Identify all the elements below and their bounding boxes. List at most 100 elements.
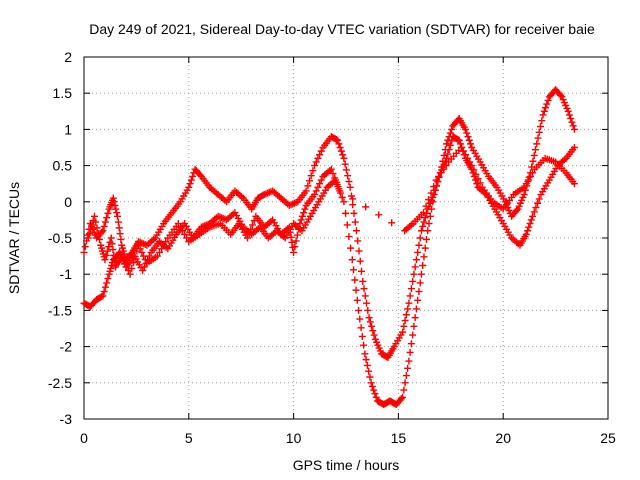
track-c-point xyxy=(138,248,146,256)
track-c-point xyxy=(131,253,139,261)
track-b-point xyxy=(360,341,368,349)
track-c-point xyxy=(362,203,370,211)
track-b-point xyxy=(416,279,424,287)
plot-frame xyxy=(83,56,609,420)
track-c-point xyxy=(329,170,337,178)
track-a-point xyxy=(564,107,572,115)
track-b-point xyxy=(530,208,538,216)
track-b-point xyxy=(358,332,366,340)
track-b-point xyxy=(362,356,370,364)
track-a-point xyxy=(361,292,369,300)
track-c-point xyxy=(162,238,170,246)
track-a-point xyxy=(467,140,475,148)
track-c-point xyxy=(119,256,127,264)
track-a-point xyxy=(410,270,418,278)
track-c-point xyxy=(336,187,344,195)
track-a-point xyxy=(345,178,353,186)
track-a-point xyxy=(401,317,409,325)
track-c-point xyxy=(457,144,465,151)
track-c-point xyxy=(437,169,445,177)
track-a-point xyxy=(111,201,119,209)
track-b-point xyxy=(400,386,408,394)
y-tick-label: -2.5 xyxy=(48,375,72,391)
track-a-point xyxy=(101,218,109,226)
track-b-point xyxy=(422,235,430,243)
track-a-point xyxy=(317,147,325,155)
track-c-point xyxy=(425,196,433,204)
track-b-point xyxy=(404,364,412,372)
track-b-point xyxy=(429,198,437,206)
track-c-point xyxy=(317,176,325,184)
track-c-point xyxy=(314,183,322,191)
track-c-point xyxy=(332,178,340,186)
y-tick-label: 1 xyxy=(64,121,72,137)
track-a-point xyxy=(411,263,419,271)
track-a-point xyxy=(116,230,124,238)
track-c-point xyxy=(570,180,578,188)
track-a-point xyxy=(416,234,424,242)
track-c-point xyxy=(243,234,251,242)
track-a-point xyxy=(368,322,376,330)
track-b-point xyxy=(368,382,376,390)
track-c-point xyxy=(121,259,129,267)
track-b-point xyxy=(406,348,414,356)
track-c-point xyxy=(293,231,301,239)
track-a-point xyxy=(400,322,408,330)
y-tick-label: 0 xyxy=(64,194,72,210)
track-b-point xyxy=(350,266,358,274)
track-a-point xyxy=(187,176,195,184)
track-c-point xyxy=(468,162,476,170)
track-a-point xyxy=(339,151,347,159)
track-c-point xyxy=(136,245,144,253)
x-tick-label: 5 xyxy=(185,430,193,446)
track-c-point xyxy=(158,245,166,253)
track-a-point xyxy=(304,182,312,190)
track-c-point xyxy=(422,202,430,210)
track-b-point xyxy=(420,253,428,261)
track-c-point xyxy=(129,259,137,267)
track-b-point xyxy=(424,227,432,235)
track-a-point xyxy=(421,214,429,222)
track-b-point xyxy=(527,216,535,224)
track-b-point xyxy=(473,180,481,188)
track-a-point xyxy=(409,277,417,285)
track-b-point xyxy=(448,137,456,145)
track-c-point xyxy=(94,230,102,238)
track-c-point xyxy=(110,251,118,259)
track-b-point xyxy=(526,220,534,228)
track-a-point xyxy=(415,241,423,249)
track-a-point xyxy=(117,235,125,243)
track-b-point xyxy=(345,233,353,241)
track-c-point xyxy=(285,223,293,231)
track-a-point xyxy=(344,172,352,180)
track-a-point xyxy=(114,212,122,220)
track-a-point xyxy=(332,136,340,144)
track-c-point xyxy=(179,227,187,235)
track-a-point xyxy=(80,248,88,256)
track-c-point xyxy=(296,220,304,228)
track-c-point xyxy=(160,241,168,249)
x-tick-label: 25 xyxy=(600,430,616,446)
track-a-point xyxy=(406,292,414,300)
track-a-point xyxy=(568,118,576,126)
track-b-point xyxy=(454,136,462,144)
track-c-point xyxy=(442,162,450,170)
track-a-point xyxy=(543,100,551,108)
track-c-point xyxy=(288,238,296,246)
track-c-point xyxy=(245,230,253,238)
track-a-point xyxy=(363,299,371,307)
track-a-point xyxy=(114,218,122,226)
track-c-point xyxy=(461,151,469,159)
y-tick-label: -3 xyxy=(60,411,73,427)
track-b-point xyxy=(425,220,433,228)
track-b-point xyxy=(342,209,350,217)
track-c-point xyxy=(526,172,534,180)
track-c-point xyxy=(327,165,335,173)
track-b-point xyxy=(347,244,355,252)
track-a-point xyxy=(565,111,573,119)
track-c-point xyxy=(466,158,474,166)
track-b-point xyxy=(444,150,452,158)
track-c-point xyxy=(301,205,309,213)
track-b-point xyxy=(352,286,360,294)
track-c-point xyxy=(349,195,357,203)
